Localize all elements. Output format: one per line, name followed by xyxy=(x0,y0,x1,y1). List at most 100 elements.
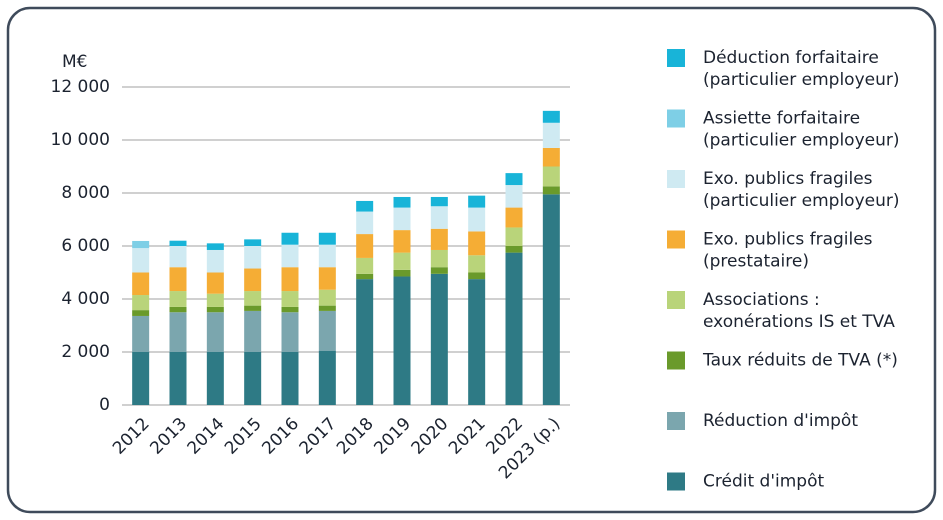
bar-segment xyxy=(318,310,336,351)
bar-segment xyxy=(356,200,374,212)
y-axis-label: M€ xyxy=(62,52,87,72)
bar-segment xyxy=(132,240,150,249)
bar-segment xyxy=(430,196,448,207)
bar-segment xyxy=(169,267,187,292)
bar-segment xyxy=(468,272,486,280)
bar-segment xyxy=(430,273,448,405)
bar-segment xyxy=(393,252,411,270)
legend-label: Exo. publics fragiles (particulier employ… xyxy=(703,169,900,211)
bar-segment xyxy=(281,352,299,405)
legend-label: Déduction forfaitaire (particulier employ… xyxy=(703,48,900,90)
bar-segment xyxy=(430,249,448,268)
bar-segment xyxy=(318,289,336,306)
bar-segment xyxy=(206,306,224,313)
bar-segment xyxy=(281,291,299,307)
bar-segment xyxy=(281,267,299,292)
bar-segment xyxy=(206,249,224,273)
bar-segment xyxy=(318,305,336,311)
bar-segment xyxy=(206,352,224,405)
bar-segment xyxy=(505,207,523,228)
legend-swatch xyxy=(667,49,685,67)
bar-segment xyxy=(281,232,299,245)
bar-segment xyxy=(393,276,411,405)
bar-segment xyxy=(244,310,262,352)
bar-segment xyxy=(132,310,150,316)
bar-segment xyxy=(132,295,150,311)
bar-segment xyxy=(393,269,411,277)
bar-segment xyxy=(505,173,523,186)
bar-segment xyxy=(505,252,523,405)
bar-segment xyxy=(542,194,560,405)
y-tick-label: 6 000 xyxy=(61,236,110,256)
bar-segment xyxy=(132,272,150,296)
bar-segment xyxy=(244,268,262,292)
bar-segment xyxy=(244,246,262,269)
legend-label: Crédit d'impôt xyxy=(703,472,824,492)
bar-segment xyxy=(169,352,187,405)
legend-swatch xyxy=(667,109,685,128)
legend-label: Assiette forfaitaire (particulier employe… xyxy=(703,109,900,151)
bar-segment xyxy=(281,306,299,313)
bar-segment xyxy=(430,267,448,274)
bar-segment xyxy=(244,239,262,246)
bar-segment xyxy=(169,312,187,352)
bar-segment xyxy=(393,196,411,208)
bar-segment xyxy=(356,257,374,274)
bar-segment xyxy=(318,244,336,268)
bar-segment xyxy=(430,206,448,229)
bar-segment xyxy=(132,352,150,405)
bar-segment xyxy=(505,185,523,208)
bar-segment xyxy=(244,352,262,405)
bar-segment xyxy=(318,350,336,405)
bar-segment xyxy=(430,228,448,250)
bar-segment xyxy=(318,267,336,290)
bar-segment xyxy=(169,240,187,246)
y-tick-label: 12 000 xyxy=(51,77,110,97)
bar-segment xyxy=(542,166,560,187)
y-tick-label: 8 000 xyxy=(61,183,110,203)
legend-swatch xyxy=(667,351,685,370)
bar-segment xyxy=(244,305,262,311)
y-tick-label: 2 000 xyxy=(61,342,110,362)
bar-segment xyxy=(542,122,560,148)
bar-segment xyxy=(468,279,486,405)
legend-label: Réduction d'impôt xyxy=(703,411,858,431)
bar-segment xyxy=(169,246,187,268)
legend-swatch xyxy=(667,412,685,430)
bar-segment xyxy=(281,312,299,352)
bar-segment xyxy=(542,110,560,123)
bar-segment xyxy=(206,312,224,352)
bar-segment xyxy=(542,186,560,195)
bar-segment xyxy=(393,230,411,253)
bar-segment xyxy=(468,207,486,232)
legend-label: Taux réduits de TVA (*) xyxy=(702,351,898,371)
legend-label: Exo. publics fragiles (prestataire) xyxy=(703,230,873,272)
bar-segment xyxy=(356,234,374,258)
legend-swatch xyxy=(667,230,685,249)
bar-segment xyxy=(318,232,336,245)
bar-segment xyxy=(132,248,150,273)
bar-segment xyxy=(505,246,523,253)
legend-swatch xyxy=(667,170,685,188)
bar-segment xyxy=(505,227,523,246)
bar-segment xyxy=(393,207,411,231)
bar-segment xyxy=(468,195,486,208)
bar-segment xyxy=(244,291,262,306)
y-tick-label: 0 xyxy=(99,395,110,415)
y-tick-label: 4 000 xyxy=(61,289,110,309)
bar-segment xyxy=(169,291,187,307)
legend-swatch xyxy=(667,291,685,309)
legend-label: Associations : exonérations IS et TVA xyxy=(703,290,895,332)
y-tick-label: 10 000 xyxy=(51,130,110,150)
bar-segment xyxy=(132,315,150,352)
bar-segment xyxy=(169,306,187,313)
bar-segment xyxy=(206,272,224,294)
legend-swatch xyxy=(667,472,685,491)
bar-segment xyxy=(468,231,486,256)
bar-segment xyxy=(356,211,374,235)
bar-segment xyxy=(468,255,486,273)
bar-segment xyxy=(356,279,374,405)
bar-segment xyxy=(356,273,374,280)
bar-segment xyxy=(542,147,560,167)
